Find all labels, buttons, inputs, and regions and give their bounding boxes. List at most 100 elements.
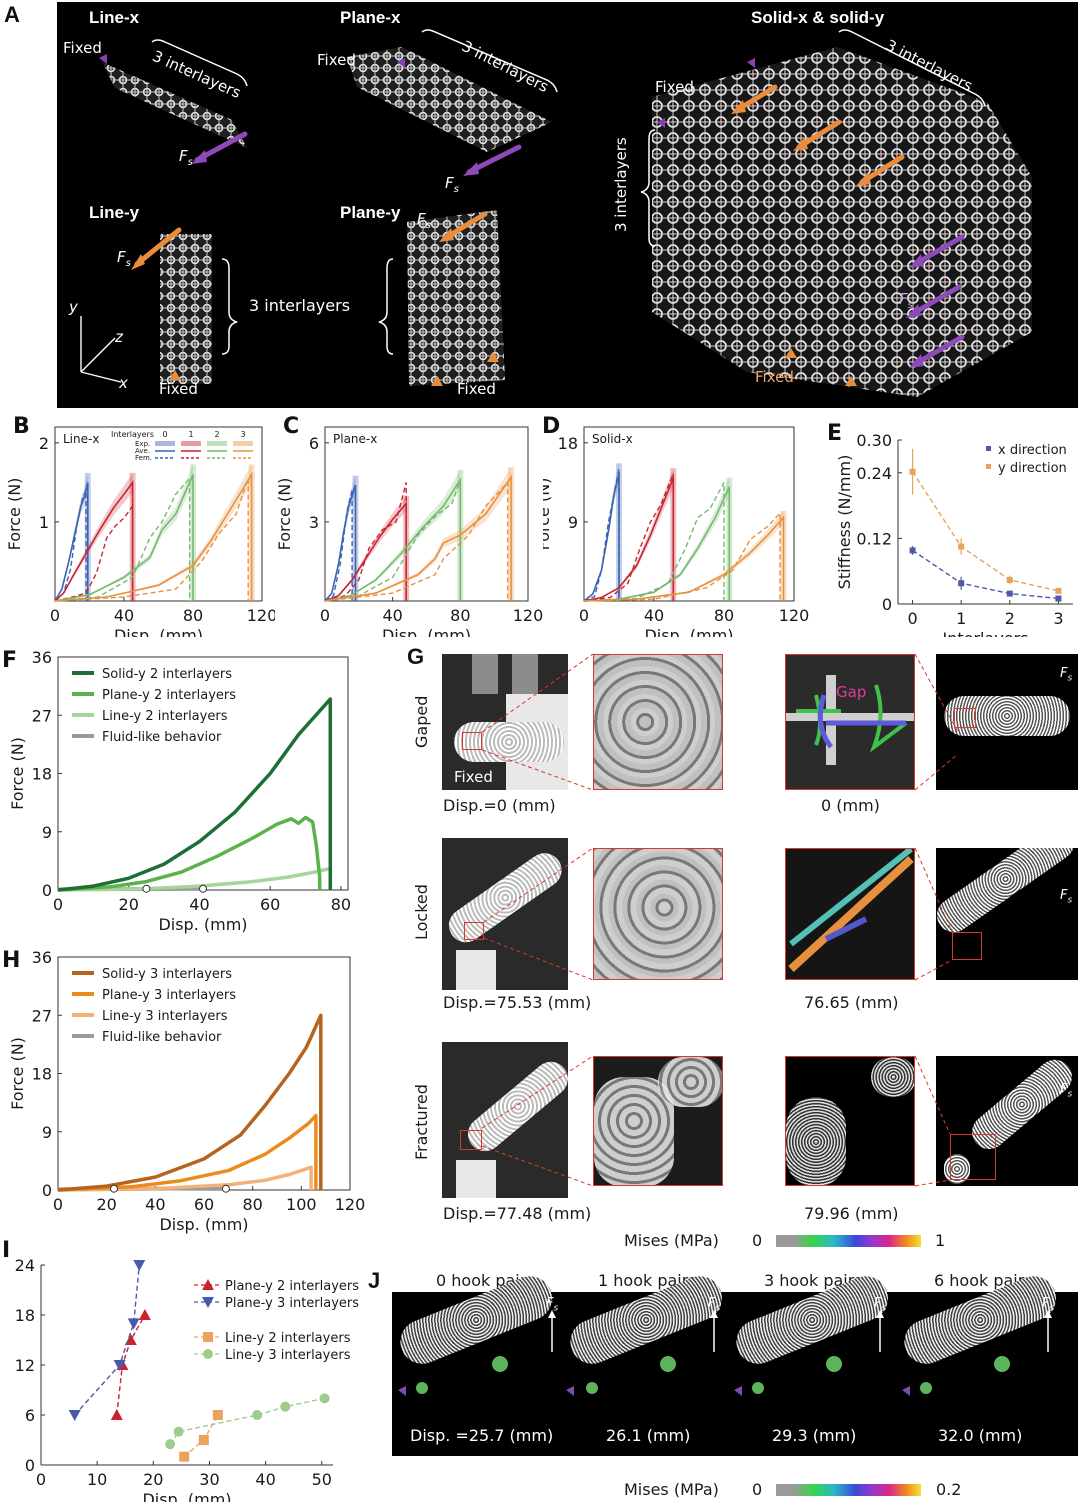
j-force-0: Fs [546, 1296, 559, 1314]
legend-row-Exp.: Exp. [135, 440, 150, 448]
g-colorbar-title: Mises (MPa) [624, 1231, 719, 1250]
data-point [958, 543, 965, 550]
x-tick-label: 80 [183, 606, 203, 625]
data-point [909, 547, 916, 554]
fractured-zoom-photo [593, 1056, 723, 1186]
fem-line-3 [324, 480, 509, 602]
y-tick-label: 9 [42, 1123, 52, 1142]
row-label-gaped: Gaped [412, 695, 431, 748]
legend-label: Line-y 3 interlayers [102, 1009, 228, 1024]
locked-exp-disp: Disp.=75.53 (mm) [443, 993, 592, 1012]
x-tick-label: 0 [579, 606, 589, 625]
plane-y-force-label: Fs [417, 210, 431, 231]
y-tick-label: 1 [39, 513, 49, 532]
fem-line-0 [324, 490, 353, 602]
y-tick-label: 0 [42, 881, 52, 900]
chart-f: 0 20 40 60 80 0 9 18 27 36 Disp. (mm) Force (N) F Sol… [2, 648, 351, 934]
panel-label: D [543, 414, 560, 439]
ave-line-1 [54, 479, 134, 602]
fem-line-0 [54, 490, 87, 602]
x-tick-label: 0 [53, 895, 63, 914]
x-axis-title: Disp. (mm) [158, 915, 247, 934]
exp-band-3 [584, 510, 784, 601]
fem-line-1 [583, 473, 675, 602]
panel-label: F [2, 648, 17, 673]
j-colorbar-min: 0 [752, 1480, 763, 1499]
title-plane-x: Plane-x [340, 8, 401, 27]
ave-line-1 [324, 501, 407, 602]
legend-swatch-exp [233, 441, 253, 446]
x-tick-label: 2 [1005, 609, 1015, 628]
y-tick-label: 0 [25, 1456, 35, 1475]
x-axis-title: Interlayers [942, 629, 1028, 637]
line-y-structure [160, 234, 212, 384]
fem-line-3 [583, 511, 781, 602]
series-line-Plane-y 2 interlayers [116, 1314, 146, 1416]
data-point [212, 1410, 223, 1420]
title-plane-y: Plane-y [340, 203, 401, 222]
plot-frame [583, 426, 795, 602]
title-solid: Solid-x & solid-y [751, 8, 885, 27]
line-x-fixed: Fixed [63, 39, 102, 57]
j-disp-0: Disp. =25.7 (mm) [410, 1426, 554, 1445]
panel-label-g: G [407, 644, 425, 669]
x-tick-label: 60 [194, 1195, 214, 1214]
fluid-marker [199, 884, 207, 893]
exp-band-2 [325, 470, 461, 601]
legend-row-Fem.: Fem. [135, 454, 152, 462]
gaped-force-label: Fs [1060, 666, 1073, 684]
legend-label: x direction [998, 443, 1067, 458]
gaped-fixed-label: Fixed [454, 768, 493, 786]
locked-experiment-photo [442, 838, 568, 990]
x-tick-label: 120 [513, 606, 543, 625]
exp-band-0 [55, 472, 88, 601]
j-force-3: Fs [1042, 1296, 1055, 1314]
series-line-Solid-y 3 interlayers [57, 1013, 323, 1192]
solid-structure [652, 47, 1032, 397]
j-disp-2: 29.3 (mm) [772, 1426, 857, 1445]
data-point [252, 1410, 263, 1420]
fem-line-2 [324, 479, 462, 602]
x-tick-label: 40 [189, 895, 209, 914]
data-point [203, 1332, 213, 1342]
y-tick-label: 0 [42, 1181, 52, 1200]
gaped-zoom-photo [593, 654, 723, 790]
series-line-x direction [912, 549, 1059, 600]
g-colorbar-min: 0 [752, 1231, 763, 1250]
panel-label-j: J [368, 1268, 381, 1293]
plane-y-structure [407, 210, 505, 386]
data-point [958, 580, 965, 587]
series-line-Plane-y 3 interlayers [74, 1264, 140, 1416]
row-label-locked: Locked [412, 884, 431, 940]
data-point [68, 1410, 81, 1421]
y-tick-label: 18 [32, 765, 52, 784]
inset-title: Solid-x [592, 432, 633, 446]
ave-line-2 [583, 486, 731, 602]
j-colorbar-title: Mises (MPa) [624, 1480, 719, 1499]
axis-z-label: z [115, 328, 123, 346]
ave-line-2 [324, 476, 462, 602]
plane-x-force-label: Fs [445, 174, 459, 195]
data-point [319, 1393, 330, 1404]
panel-label: B [13, 414, 30, 439]
data-point [202, 1279, 214, 1290]
j-force-1: Fs [708, 1296, 721, 1314]
j-force-2: Fs [874, 1296, 887, 1314]
x-tick-label: 40 [644, 606, 664, 625]
panel-j-simulations: Fs Fs Fs Fs Disp. =25.7 (mm) 26.1 (mm) 2… [392, 1269, 1078, 1456]
data-point [1055, 587, 1062, 594]
panel-label: I [2, 1238, 10, 1263]
x-tick-label: 0 [907, 609, 917, 628]
data-point [203, 1349, 213, 1359]
ave-line-3 [583, 515, 785, 602]
y-tick-label: 0.24 [856, 464, 892, 483]
y-tick-label: 18 [558, 434, 578, 453]
y-tick-label: 18 [32, 1065, 52, 1084]
data-point [113, 1360, 126, 1371]
exp-band-1 [55, 472, 133, 601]
axis-y-label: y [69, 298, 78, 316]
x-tick-label: 1 [956, 609, 966, 628]
solid-fixed-top: Fixed [655, 78, 694, 96]
plot-frame [54, 426, 263, 602]
legend-label: Plane-y 2 interlayers [225, 1279, 359, 1294]
